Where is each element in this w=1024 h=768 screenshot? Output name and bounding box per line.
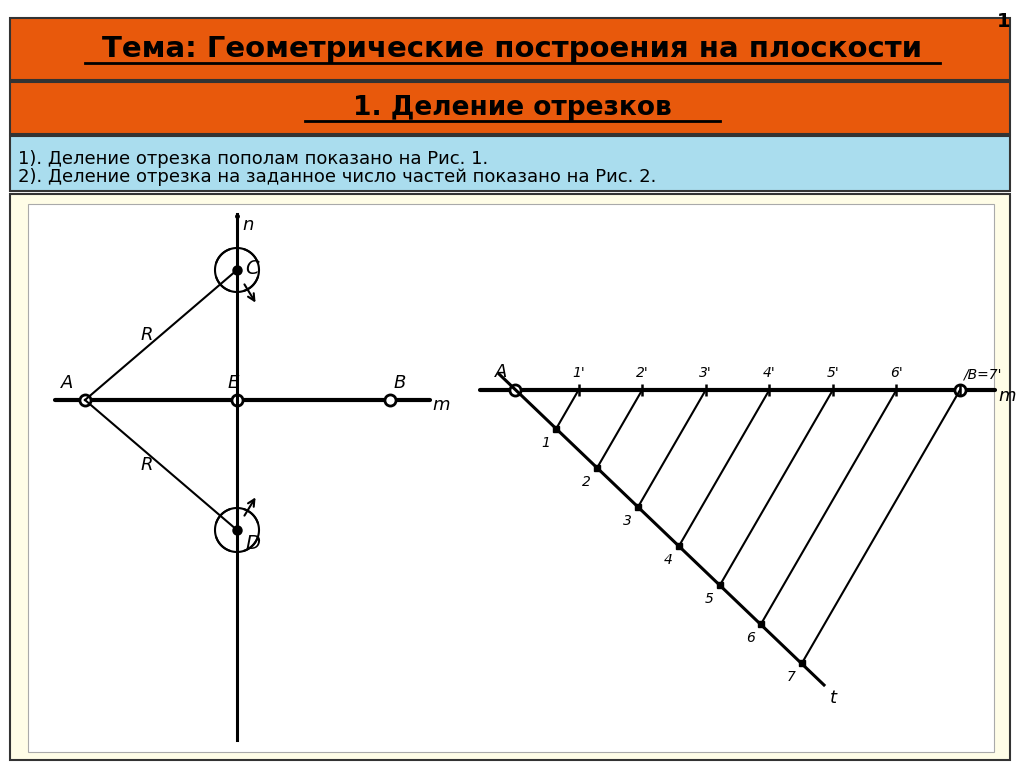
Text: B: B [394, 374, 407, 392]
Text: 5': 5' [826, 366, 840, 380]
Text: A: A [495, 363, 507, 381]
Text: C: C [245, 259, 259, 277]
Text: 5: 5 [706, 592, 714, 606]
Text: 2: 2 [582, 475, 591, 489]
Text: m: m [998, 387, 1016, 405]
Text: 2). Деление отрезка на заданное число частей показано на Рис. 2.: 2). Деление отрезка на заданное число ча… [18, 168, 656, 186]
Text: 1). Деление отрезка пополам показано на Рис. 1.: 1). Деление отрезка пополам показано на … [18, 150, 488, 168]
Bar [28, 204, 994, 752]
Bar [10, 194, 1010, 760]
Text: 1': 1' [572, 366, 585, 380]
Bar [10, 18, 1010, 80]
Bar [10, 82, 1010, 134]
Text: 6': 6' [890, 366, 903, 380]
Text: 1. Деление отрезков: 1. Деление отрезков [352, 95, 672, 121]
Text: 1: 1 [996, 12, 1010, 31]
Text: 6: 6 [746, 631, 755, 645]
Text: 3: 3 [624, 514, 632, 528]
Bar [10, 136, 1010, 191]
Text: 3': 3' [699, 366, 712, 380]
Text: m: m [432, 396, 450, 414]
Text: 4': 4' [763, 366, 775, 380]
Text: R: R [140, 326, 154, 344]
Text: 1: 1 [541, 436, 550, 450]
Text: Тема: Геометрические построения на плоскости: Тема: Геометрические построения на плоск… [102, 35, 922, 63]
Text: R: R [140, 456, 154, 474]
Text: A: A [60, 374, 73, 392]
Text: E: E [227, 374, 239, 392]
Text: 2': 2' [636, 366, 648, 380]
Text: t: t [830, 689, 837, 707]
Text: 7: 7 [787, 670, 796, 684]
Text: n: n [242, 216, 253, 234]
Text: 4: 4 [665, 553, 673, 567]
Text: D: D [245, 534, 260, 553]
Text: /B=7': /B=7' [963, 367, 1001, 381]
